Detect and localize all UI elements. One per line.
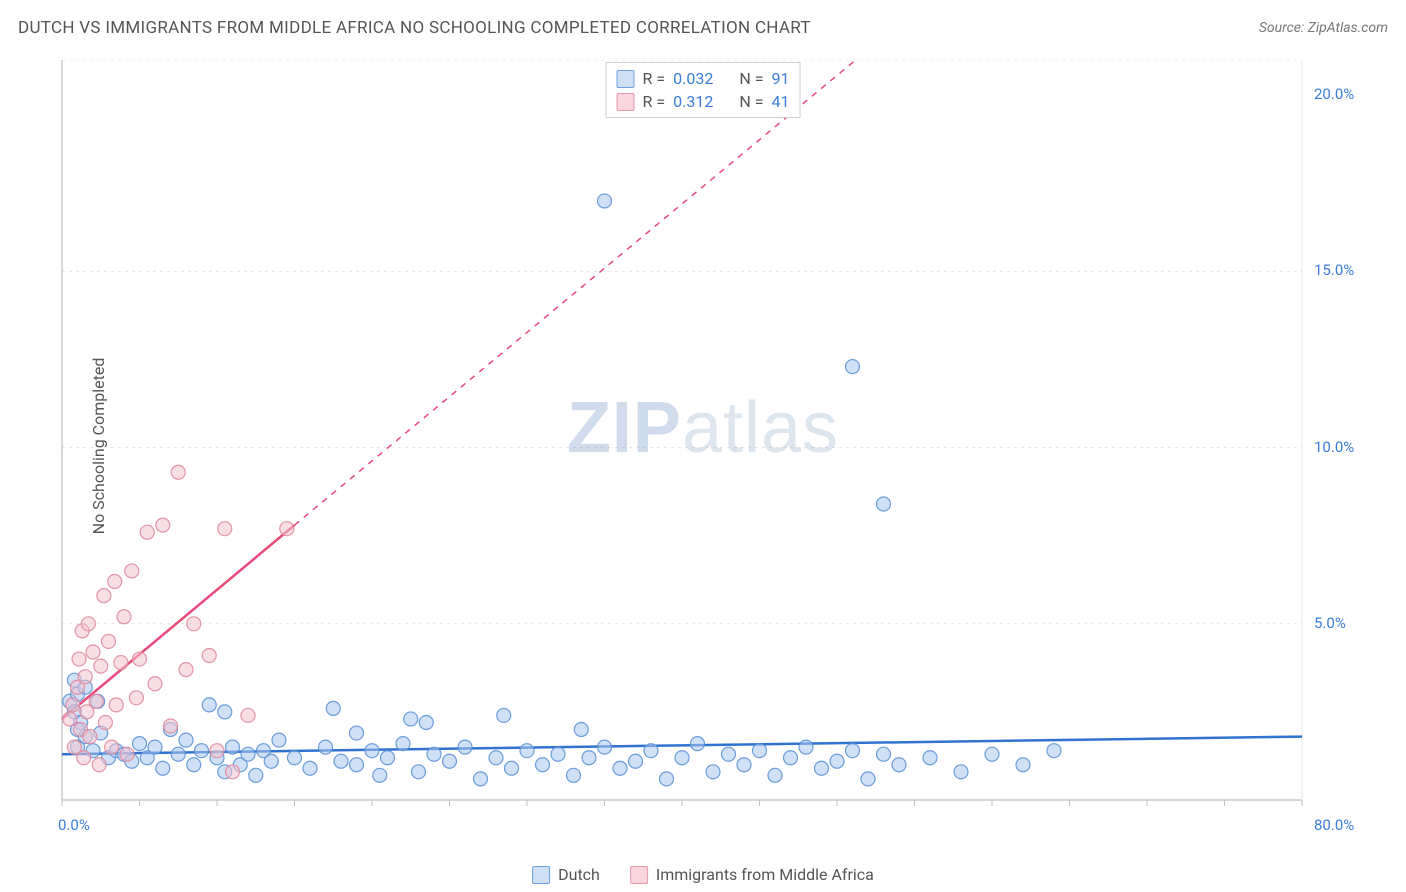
swatch-icon	[617, 70, 635, 88]
legend-label: Immigrants from Middle Africa	[656, 865, 874, 884]
chart-title: DUTCH VS IMMIGRANTS FROM MIDDLE AFRICA N…	[18, 18, 811, 38]
legend-item: Dutch	[532, 865, 600, 884]
legend-item: Immigrants from Middle Africa	[630, 865, 874, 884]
axis-tick-label: 80.0%	[1314, 816, 1354, 834]
legend-label: Dutch	[558, 865, 600, 884]
swatch-icon	[532, 866, 550, 884]
axis-tick-label: 0.0%	[58, 816, 90, 834]
source-label: Source: ZipAtlas.com	[1259, 20, 1388, 36]
stats-row: R = 0.312 N = 41	[617, 90, 790, 113]
axis-tick-label: 15.0%	[1314, 261, 1354, 279]
axis-tick-label: 10.0%	[1314, 438, 1354, 456]
stats-row: R = 0.032 N = 91	[617, 67, 790, 90]
swatch-icon	[630, 866, 648, 884]
swatch-icon	[617, 93, 635, 111]
axis-tick-label: 5.0%	[1314, 614, 1346, 632]
correlation-scatter-plot	[52, 60, 1372, 840]
legend: Dutch Immigrants from Middle Africa	[532, 865, 874, 884]
axis-tick-label: 20.0%	[1314, 85, 1354, 103]
stats-legend-box: R = 0.032 N = 91 R = 0.312 N = 41	[606, 62, 801, 118]
